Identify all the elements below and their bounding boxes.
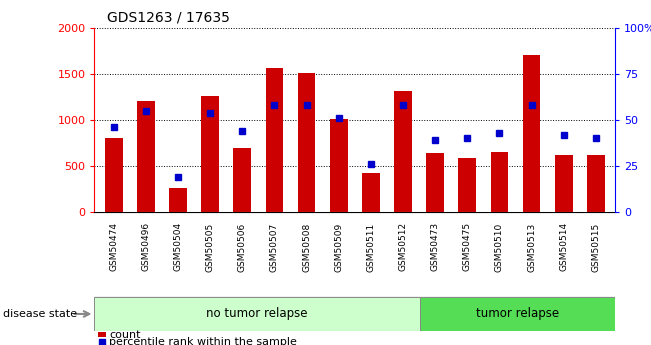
Bar <box>523 55 540 212</box>
Bar <box>94 297 420 331</box>
Bar <box>266 68 283 212</box>
Text: GSM50504: GSM50504 <box>173 222 182 272</box>
Text: GSM50475: GSM50475 <box>463 222 472 272</box>
Text: GSM50509: GSM50509 <box>334 222 343 272</box>
Bar <box>330 119 348 212</box>
Bar <box>426 153 444 212</box>
Text: GSM50513: GSM50513 <box>527 222 536 272</box>
Text: GSM50512: GSM50512 <box>398 222 408 272</box>
Text: GDS1263 / 17635: GDS1263 / 17635 <box>107 10 230 24</box>
Text: GSM50514: GSM50514 <box>559 222 568 272</box>
Bar <box>105 138 122 212</box>
Bar <box>201 96 219 212</box>
Text: GSM50496: GSM50496 <box>141 222 150 272</box>
Bar <box>394 91 412 212</box>
Bar <box>587 155 605 212</box>
Bar <box>137 101 155 212</box>
Text: GSM50515: GSM50515 <box>591 222 600 272</box>
Text: GSM50511: GSM50511 <box>367 222 376 272</box>
Bar <box>169 188 187 212</box>
Text: GSM50510: GSM50510 <box>495 222 504 272</box>
Bar <box>298 73 316 212</box>
Text: tumor relapse: tumor relapse <box>476 307 559 321</box>
Bar <box>491 152 508 212</box>
Bar <box>234 148 251 212</box>
Text: GSM50507: GSM50507 <box>270 222 279 272</box>
Text: GSM50505: GSM50505 <box>206 222 215 272</box>
Text: count: count <box>109 330 141 339</box>
Text: GSM50508: GSM50508 <box>302 222 311 272</box>
Text: disease state: disease state <box>3 309 77 319</box>
Bar <box>458 158 476 212</box>
Text: GSM50506: GSM50506 <box>238 222 247 272</box>
Text: GSM50473: GSM50473 <box>431 222 439 272</box>
Bar <box>555 155 573 212</box>
Bar <box>98 332 105 337</box>
Bar <box>362 174 380 212</box>
Text: GSM50474: GSM50474 <box>109 222 118 271</box>
Text: percentile rank within the sample: percentile rank within the sample <box>109 337 297 345</box>
Bar <box>420 297 615 331</box>
Text: no tumor relapse: no tumor relapse <box>206 307 308 321</box>
